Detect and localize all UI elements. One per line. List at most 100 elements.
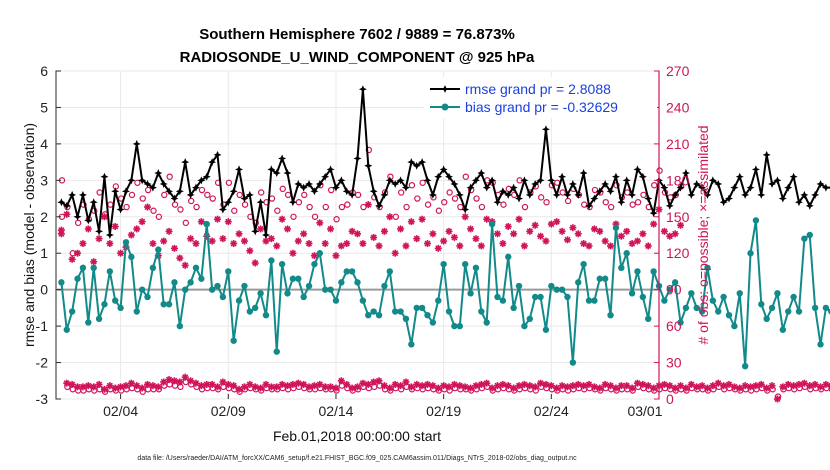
legend-bias-marker bbox=[441, 103, 449, 111]
rmse-point bbox=[321, 172, 330, 181]
assimilated-marker-stroke bbox=[607, 242, 614, 249]
assimilated-obs-point bbox=[537, 379, 545, 387]
bias-point bbox=[747, 250, 754, 257]
rmse-point bbox=[310, 187, 319, 196]
bias-point bbox=[300, 293, 307, 301]
assimilated-marker-stroke bbox=[349, 385, 356, 392]
bias-point bbox=[623, 250, 630, 257]
possible-obs-high-point bbox=[338, 203, 346, 211]
assimilated-obs-high-point bbox=[294, 237, 302, 245]
assimilated-marker-stroke bbox=[198, 218, 205, 225]
bias-point bbox=[122, 239, 130, 246]
assimilated-marker-stroke bbox=[149, 240, 156, 247]
possible-obs-high-point bbox=[150, 207, 157, 214]
assimilated-marker-stroke bbox=[343, 240, 350, 247]
bias-point bbox=[68, 308, 76, 315]
rmse-point bbox=[768, 179, 777, 188]
assimilated-obs-point bbox=[407, 383, 415, 391]
assimilated-marker-stroke bbox=[489, 385, 496, 392]
bias-point bbox=[467, 290, 474, 297]
bias-point bbox=[63, 326, 70, 333]
assimilated-obs-point bbox=[402, 378, 410, 386]
assimilated-obs-point bbox=[553, 384, 561, 392]
assimilated-obs-point bbox=[817, 383, 825, 391]
assimilated-obs-point bbox=[730, 383, 738, 391]
assimilated-marker-stroke bbox=[537, 380, 544, 387]
possible-obs-high-point bbox=[301, 191, 308, 199]
rmse-point bbox=[358, 85, 367, 94]
assimilated-obs-point bbox=[736, 384, 744, 392]
assimilated-marker-stroke bbox=[85, 382, 92, 389]
assimilated-obs-point bbox=[440, 382, 448, 390]
assimilated-marker-stroke bbox=[688, 381, 695, 388]
assimilated-obs-point bbox=[235, 385, 243, 393]
bias-point bbox=[715, 308, 722, 315]
assimilated-marker-stroke bbox=[542, 238, 550, 245]
bias-point bbox=[558, 286, 566, 293]
rmse-point bbox=[229, 187, 238, 196]
assimilated-marker-stroke bbox=[822, 381, 829, 388]
rmse-point bbox=[477, 169, 486, 178]
possible-obs-high-point bbox=[204, 191, 211, 199]
bias-point bbox=[327, 286, 334, 293]
bias-point bbox=[230, 337, 237, 344]
rmse-point bbox=[644, 194, 653, 203]
assimilated-marker-stroke bbox=[284, 225, 291, 232]
x-tick-label: 02/19 bbox=[426, 403, 461, 419]
rmse-point bbox=[165, 187, 174, 196]
y-right-tick-label: 30 bbox=[666, 355, 682, 371]
assimilated-marker-stroke bbox=[559, 382, 566, 389]
axis-ticks: -3-2-10123456030609012015018021024027002… bbox=[36, 63, 690, 419]
bias-point bbox=[693, 304, 700, 312]
y-right-tick-label: 240 bbox=[666, 99, 690, 115]
possible-obs-high-point bbox=[231, 207, 238, 214]
possible-obs-high-point bbox=[182, 219, 190, 227]
assimilated-marker-stroke bbox=[526, 228, 533, 235]
assimilated-obs-high-point bbox=[310, 252, 318, 260]
bias-point bbox=[397, 308, 404, 315]
assimilated-marker-stroke bbox=[241, 383, 248, 390]
rmse-point bbox=[100, 172, 109, 181]
assimilated-marker-stroke bbox=[548, 382, 555, 389]
assimilated-marker-stroke bbox=[499, 240, 506, 247]
rmse-point bbox=[288, 198, 297, 207]
assimilated-obs-high-point bbox=[246, 247, 254, 255]
assimilated-obs-point bbox=[359, 379, 367, 387]
assimilated-marker-stroke bbox=[386, 213, 393, 220]
assimilated-obs-high-point bbox=[493, 230, 501, 238]
assimilated-obs-point bbox=[267, 383, 275, 391]
assimilated-obs-high-point bbox=[160, 237, 168, 245]
bias-point bbox=[585, 297, 593, 304]
assimilated-marker-stroke bbox=[343, 381, 350, 388]
assimilated-marker-stroke bbox=[225, 381, 232, 388]
possible-obs-high-point bbox=[279, 185, 286, 193]
assimilated-obs-high-point bbox=[450, 233, 458, 241]
assimilated-obs-point bbox=[650, 384, 658, 392]
assimilated-obs-point bbox=[698, 382, 706, 390]
bias-point bbox=[456, 322, 463, 330]
assimilated-obs-point bbox=[493, 382, 501, 390]
assimilated-obs-point bbox=[68, 380, 76, 388]
rmse-point bbox=[181, 158, 190, 167]
possible-obs-high-point bbox=[500, 201, 507, 208]
assimilated-obs-point bbox=[542, 380, 550, 388]
rmse-point bbox=[213, 150, 222, 159]
rmse-point bbox=[724, 194, 733, 203]
assimilated-obs-point bbox=[720, 382, 728, 390]
rmse-point bbox=[563, 190, 572, 199]
assimilated-marker-stroke bbox=[327, 383, 334, 390]
assimilated-obs-high-point bbox=[208, 237, 216, 245]
assimilated-obs-high-point bbox=[596, 227, 604, 235]
assimilated-obs-high-point bbox=[348, 227, 356, 235]
rmse-point bbox=[687, 190, 696, 199]
assimilated-marker-stroke bbox=[381, 228, 388, 235]
assimilated-marker-stroke bbox=[672, 385, 679, 392]
bias-point bbox=[246, 308, 254, 315]
assimilated-obs-point bbox=[418, 382, 426, 390]
assimilated-obs-high-point bbox=[537, 232, 545, 240]
rmse-point bbox=[762, 150, 771, 159]
bias-point bbox=[429, 319, 437, 326]
assimilated-obs-point bbox=[617, 382, 625, 390]
y-right-tick-label: 60 bbox=[666, 318, 682, 334]
assimilated-marker-stroke bbox=[69, 256, 76, 263]
